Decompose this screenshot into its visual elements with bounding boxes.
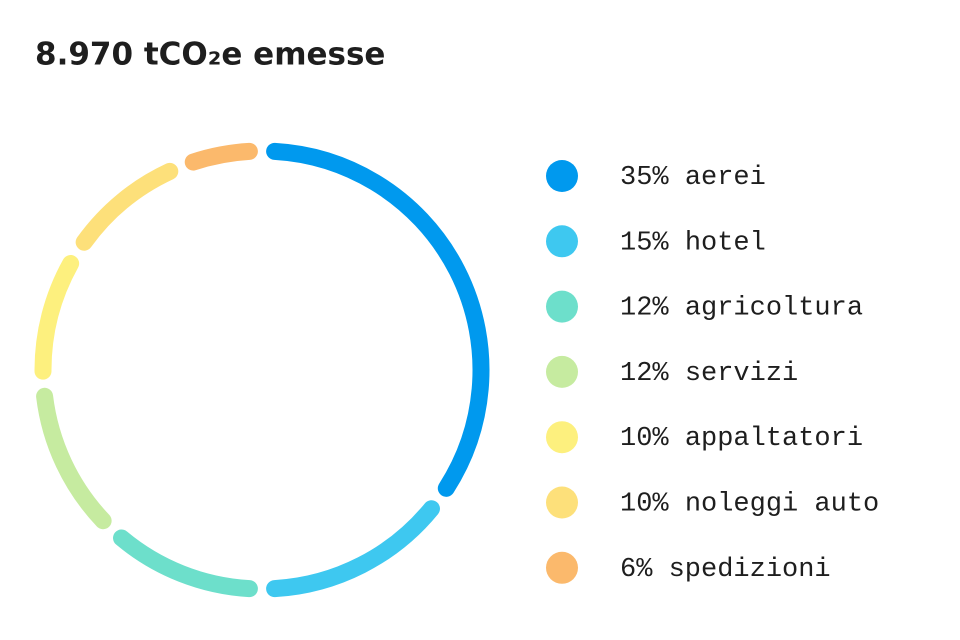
donut-segment	[75, 162, 179, 251]
legend-category: noleggi auto	[685, 490, 879, 520]
legend-label: 6% spedizioni	[620, 555, 831, 585]
donut-segment	[184, 142, 258, 171]
legend-value: 6%	[620, 555, 653, 585]
legend-marker	[546, 486, 578, 519]
legend-marker	[546, 421, 578, 454]
donut-segment	[36, 387, 112, 530]
donut-segment	[266, 142, 490, 497]
legend-value: 12%	[620, 359, 669, 389]
donut-segment	[34, 254, 80, 380]
legend-category: appaltatori	[685, 424, 863, 454]
legend-value: 10%	[620, 424, 669, 454]
legend-marker	[546, 225, 578, 258]
legend-label: 15% hotel	[620, 228, 766, 258]
legend-category: hotel	[685, 228, 766, 258]
legend-category: spedizioni	[669, 555, 831, 585]
legend-value: 35%	[620, 163, 669, 193]
donut-segment	[113, 529, 258, 598]
legend-category: agricoltura	[685, 294, 863, 324]
legend-label: 35% aerei	[620, 163, 766, 193]
legend-marker	[546, 160, 578, 192]
legend-label: 10% noleggi auto	[620, 490, 879, 520]
legend-value: 10%	[620, 490, 669, 520]
legend-label: 12% agricoltura	[620, 294, 863, 324]
legend-category: servizi	[685, 359, 798, 389]
legend-marker	[546, 551, 578, 584]
legend-marker	[546, 355, 578, 388]
legend-value: 15%	[620, 228, 669, 258]
chart-title: 8.970 tCO₂e emesse	[35, 37, 385, 73]
legend-marker	[546, 290, 578, 323]
legend-category: aerei	[685, 163, 766, 193]
donut-segment	[266, 500, 440, 598]
legend-label: 12% servizi	[620, 359, 798, 389]
legend-value: 12%	[620, 294, 669, 324]
legend-label: 10% appaltatori	[620, 424, 863, 454]
